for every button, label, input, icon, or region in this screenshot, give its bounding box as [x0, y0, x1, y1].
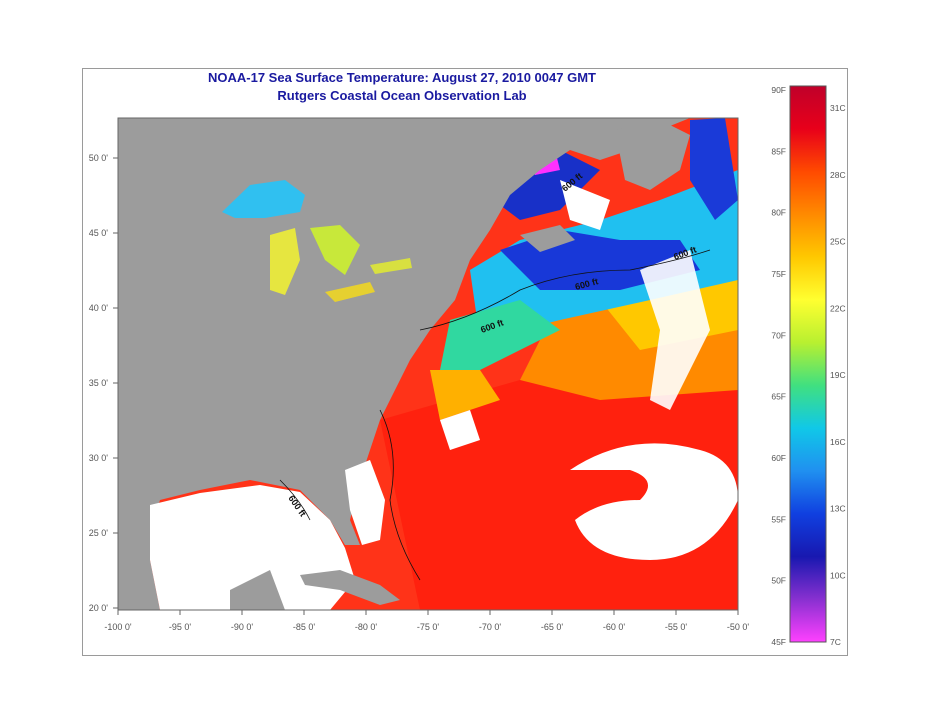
colorbar-fahrenheit-labels: 90F 85F 80F 75F 70F 65F 60F 55F 50F 45F	[771, 85, 786, 647]
lon-tick-label: -100 0'	[104, 622, 132, 632]
longitude-axis: -100 0' -95 0' -90 0' -85 0' -80 0' -75 0' -70…	[104, 610, 749, 632]
cuba-land	[300, 570, 400, 605]
lon-tick-label: -50 0'	[727, 622, 750, 632]
lat-tick-label: 30 0'	[89, 453, 109, 463]
colorbar-c-label: 10C	[830, 570, 846, 580]
colorbar-c-label: 31C	[830, 103, 846, 113]
colorbar-f-label: 55F	[771, 514, 786, 524]
colorbar-c-label: 13C	[830, 504, 846, 514]
colorbar-c-label: 25C	[830, 237, 846, 247]
coastal-warm-band	[430, 370, 500, 420]
lat-tick-label: 50 0'	[89, 153, 109, 163]
florida-coastal-water	[345, 460, 385, 545]
lon-tick-label: -65 0'	[541, 622, 564, 632]
colorbar-c-label: 19C	[830, 370, 846, 380]
northeast-cold-water	[690, 118, 738, 220]
lake-erie	[325, 282, 375, 302]
colorbar-f-label: 75F	[771, 269, 786, 279]
lon-tick-label: -95 0'	[169, 622, 192, 632]
mid-atlantic-bight	[440, 300, 560, 370]
lat-tick-label: 45 0'	[89, 228, 109, 238]
lon-tick-label: -85 0'	[293, 622, 316, 632]
colorbar-c-label: 16C	[830, 437, 846, 447]
lake-superior	[222, 180, 305, 218]
north-america-land	[118, 118, 690, 610]
gulf-of-st-lawrence	[480, 150, 600, 220]
cloud-patch-north	[560, 180, 610, 230]
cloud-band	[640, 250, 710, 410]
colorbar-c-label: 22C	[830, 303, 846, 313]
isobath-shelf	[419, 249, 711, 331]
colorbar	[789, 85, 827, 643]
isobath-gulf	[279, 479, 311, 521]
colorbar-f-label: 80F	[771, 208, 786, 218]
colorbar-c-label: 7C	[830, 637, 841, 647]
yucatan-land	[230, 570, 285, 610]
colorbar-celsius-labels: 31C 28C 25C 22C 19C 16C 13C 10C 7C	[830, 103, 846, 647]
lake-huron	[310, 225, 360, 275]
colorbar-c-label: 28C	[830, 170, 846, 180]
latitude-axis: 20 0' 25 0' 30 0' 35 0' 40 0' 45 0' 50 0'	[89, 153, 118, 613]
map-title: NOAA-17 Sea Surface Temperature: August …	[208, 70, 596, 85]
colorbar-f-label: 70F	[771, 330, 786, 340]
lake-michigan	[270, 228, 300, 295]
lat-tick-label: 40 0'	[89, 303, 109, 313]
newfoundland-land	[615, 120, 690, 190]
isobath-southeast	[379, 409, 421, 581]
lat-tick-label: 25 0'	[89, 528, 109, 538]
lat-tick-label: 35 0'	[89, 378, 109, 388]
map-plot-area: 600 ft 600 ft 600 ft 600 ft 600 ft	[118, 118, 738, 610]
colorbar-f-label: 90F	[771, 85, 786, 95]
lake-ontario	[370, 258, 412, 274]
cloud-swirl	[570, 443, 738, 560]
lon-tick-label: -60 0'	[603, 622, 626, 632]
colorbar-f-label: 60F	[771, 453, 786, 463]
nova-scotia-land	[520, 225, 575, 252]
lon-tick-label: -80 0'	[355, 622, 378, 632]
lon-tick-label: -55 0'	[665, 622, 688, 632]
colorbar-f-label: 45F	[771, 637, 786, 647]
colorbar-f-label: 65F	[771, 392, 786, 402]
colorbar-f-label: 85F	[771, 146, 786, 156]
lon-tick-label: -70 0'	[479, 622, 502, 632]
colorbar-f-label: 50F	[771, 576, 786, 586]
lat-tick-label: 20 0'	[89, 603, 109, 613]
lon-tick-label: -90 0'	[231, 622, 254, 632]
lon-tick-label: -75 0'	[417, 622, 440, 632]
cloud-patch	[440, 410, 480, 450]
map-subtitle: Rutgers Coastal Ocean Observation Lab	[277, 88, 527, 103]
